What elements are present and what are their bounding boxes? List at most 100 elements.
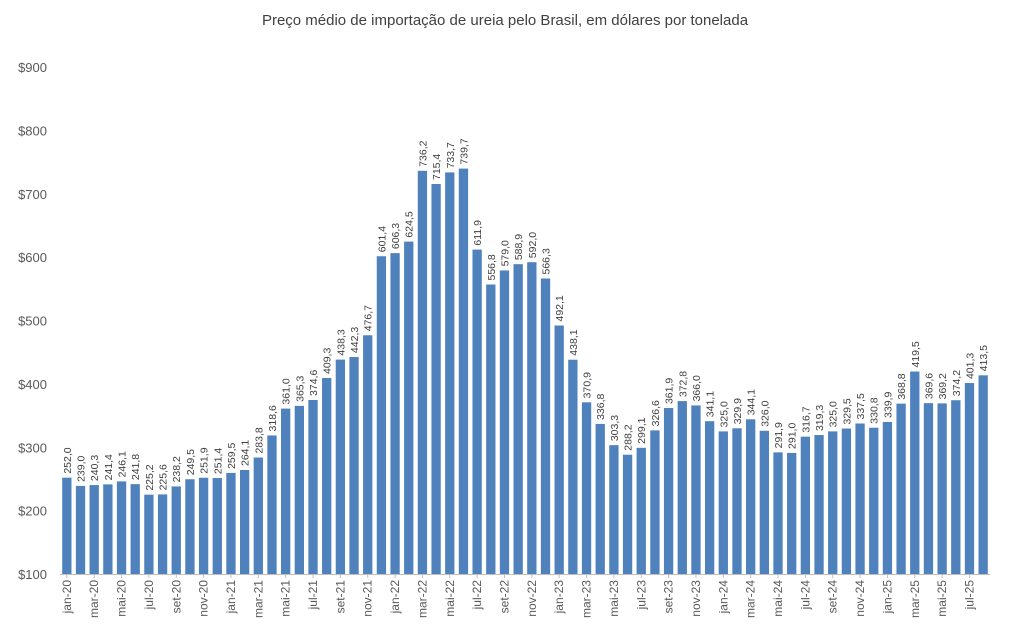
- data-label: 288,2: [623, 424, 635, 450]
- data-label: 337,5: [855, 393, 867, 419]
- bar: [322, 377, 332, 574]
- bar: [787, 452, 797, 574]
- data-label: 566,3: [541, 248, 553, 274]
- data-label: 291,0: [787, 423, 799, 449]
- bar: [239, 470, 250, 574]
- data-label: 413,5: [978, 345, 990, 371]
- x-tick-label: mai-21: [279, 580, 293, 617]
- data-label: 225,6: [158, 464, 170, 490]
- bar: [445, 172, 455, 574]
- bar: [486, 284, 496, 574]
- bar: [390, 253, 400, 574]
- bar: [363, 335, 373, 574]
- y-tick-label: $100: [18, 567, 47, 582]
- data-label: 606,3: [390, 223, 402, 249]
- data-label: 299,1: [636, 417, 648, 443]
- data-label: 579,0: [499, 240, 511, 266]
- data-label: 316,7: [800, 406, 812, 432]
- bar: [103, 484, 113, 574]
- bars: [62, 168, 988, 575]
- data-label: 329,9: [732, 398, 744, 424]
- x-tick-label: set-20: [169, 580, 183, 614]
- bar: [267, 435, 277, 574]
- bar: [568, 359, 578, 574]
- bar: [540, 278, 551, 574]
- bar: [636, 447, 646, 574]
- data-label: 736,2: [417, 140, 429, 166]
- bar: [527, 262, 537, 574]
- data-label: 251,9: [199, 447, 211, 473]
- x-tick-label: mai-20: [115, 580, 129, 617]
- bar: [89, 485, 99, 574]
- bar: [595, 423, 605, 574]
- x-tick-label: mai-25: [935, 580, 949, 617]
- y-tick-label: $500: [18, 314, 47, 329]
- bar: [800, 436, 811, 574]
- bar: [253, 457, 263, 574]
- bar: [923, 403, 934, 574]
- x-tick-label: jul-23: [634, 580, 648, 611]
- data-label: 246,1: [117, 451, 129, 477]
- data-label: 264,1: [240, 440, 252, 466]
- bar: [335, 359, 346, 574]
- x-tick-label: jul-22: [470, 580, 484, 611]
- data-label: 241,4: [103, 454, 115, 480]
- bar: [62, 477, 72, 574]
- data-label: 361,9: [664, 378, 676, 404]
- bar: [499, 270, 510, 574]
- data-label: 715,4: [431, 154, 443, 180]
- x-tick-label: mar-22: [415, 580, 429, 618]
- data-label: 238,2: [171, 456, 183, 482]
- data-label: 368,8: [896, 373, 908, 399]
- bar: [376, 256, 387, 574]
- x-tick-label: jul-20: [142, 580, 156, 611]
- data-label: 225,2: [144, 464, 156, 490]
- data-label: 401,3: [964, 353, 976, 379]
- bar: [198, 477, 209, 574]
- data-label: 419,5: [910, 341, 922, 367]
- bar: [746, 419, 756, 574]
- bar: [759, 430, 769, 574]
- data-labels: 252,0 239,0 240,3 241,4 246,1 241,8 225,2 225,6…: [62, 138, 990, 491]
- bar: [417, 170, 428, 575]
- bar: [951, 400, 961, 574]
- bar: [622, 454, 633, 574]
- data-label: 588,9: [513, 234, 525, 260]
- x-tick-label: set-22: [497, 580, 511, 614]
- data-label: 241,8: [130, 454, 142, 480]
- data-label: 372,8: [677, 371, 689, 397]
- x-tick-label: mar-24: [744, 580, 758, 618]
- bar: [704, 421, 715, 574]
- x-tick-label: set-24: [826, 580, 840, 614]
- data-label: 592,0: [527, 232, 539, 258]
- data-label: 438,3: [335, 329, 347, 355]
- data-label: 361,0: [281, 378, 293, 404]
- data-label: 283,8: [253, 427, 265, 453]
- data-label: 251,4: [212, 448, 224, 474]
- bar: [677, 401, 687, 574]
- bar: [554, 325, 564, 574]
- data-label: 611,9: [472, 220, 484, 246]
- x-tick-label: set-21: [333, 580, 347, 614]
- bar: [882, 421, 893, 574]
- x-tick-label: mar-23: [580, 580, 594, 618]
- data-label: 365,3: [294, 375, 306, 401]
- bar: [910, 371, 920, 574]
- x-tick-label: set-23: [662, 580, 676, 614]
- data-label: 240,3: [89, 455, 101, 481]
- bar: [663, 408, 674, 574]
- bar: [171, 486, 181, 574]
- bar: [841, 428, 852, 574]
- data-label: 601,4: [376, 226, 388, 252]
- bar: [75, 485, 86, 574]
- bar: [609, 445, 619, 574]
- x-tick-label: mai-22: [443, 580, 457, 617]
- x-tick-label: jan-25: [880, 580, 894, 615]
- bar: [281, 408, 291, 574]
- data-label: 492,1: [554, 295, 566, 321]
- bar: [732, 428, 742, 574]
- x-tick-label: mar-21: [251, 580, 265, 618]
- bar: [718, 431, 728, 574]
- bar: [404, 241, 414, 574]
- data-label: 341,1: [705, 391, 717, 417]
